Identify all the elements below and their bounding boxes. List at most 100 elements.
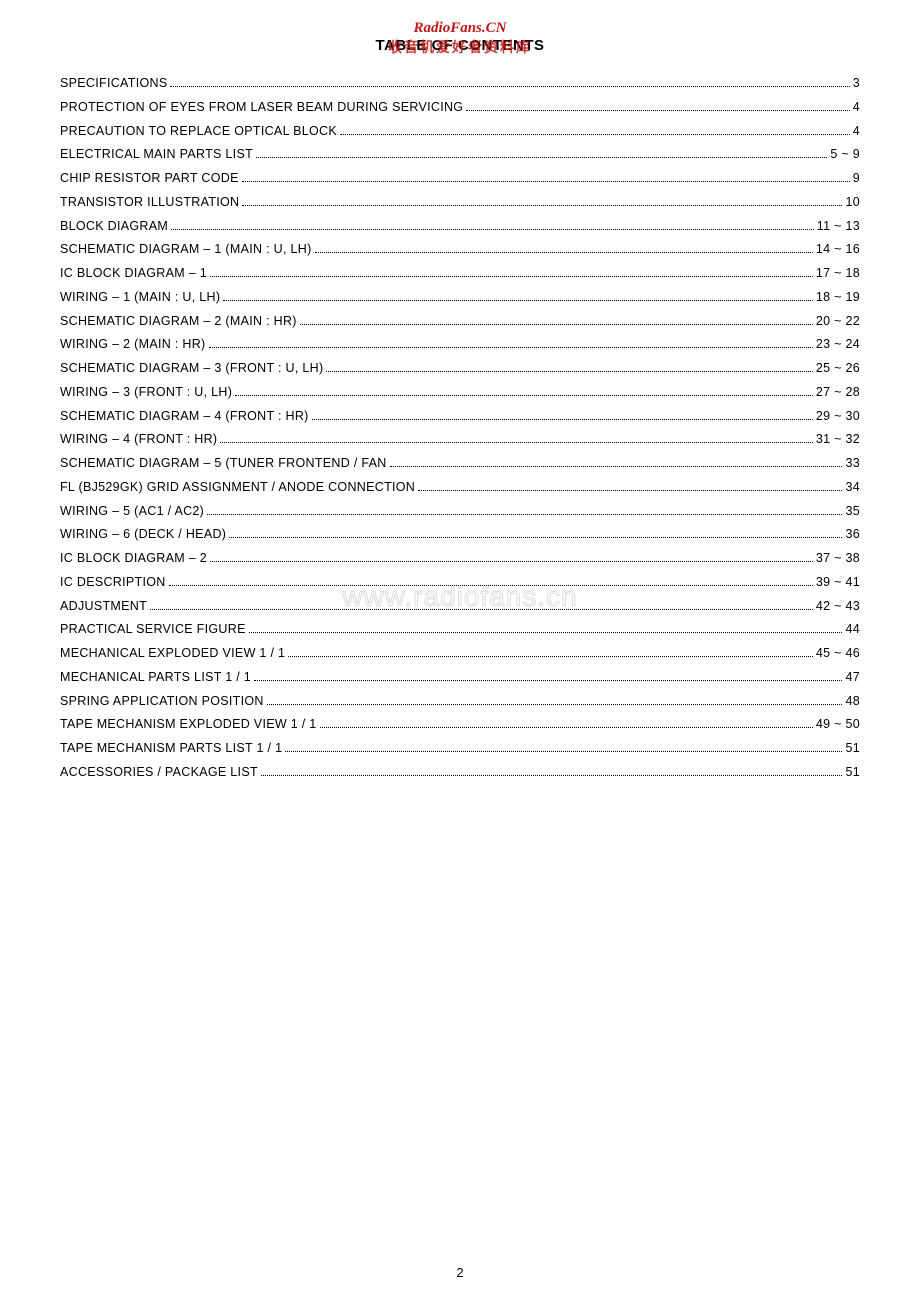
toc-leader-dots bbox=[418, 490, 842, 491]
toc-page: 33 bbox=[845, 452, 860, 476]
toc-label: TAPE MECHANISM EXPLODED VIEW 1 / 1 bbox=[60, 713, 317, 737]
toc-label: WIRING – 6 (DECK / HEAD) bbox=[60, 523, 226, 547]
toc-leader-dots bbox=[229, 537, 842, 538]
toc-row: ADJUSTMENT 42 ~ 43 bbox=[60, 595, 860, 619]
toc-leader-dots bbox=[242, 181, 850, 182]
toc-page: 18 ~ 19 bbox=[816, 286, 860, 310]
page-title: TABLE OF CONTENTS 收音机爱好者资料库 bbox=[60, 37, 860, 54]
toc-label: WIRING – 1 (MAIN : U, LH) bbox=[60, 286, 220, 310]
toc-label: PROTECTION OF EYES FROM LASER BEAM DURIN… bbox=[60, 96, 463, 120]
toc-row: TRANSISTOR ILLUSTRATION 10 bbox=[60, 191, 860, 215]
toc-row: FL (BJ529GK) GRID ASSIGNMENT / ANODE CON… bbox=[60, 476, 860, 500]
toc-row: BLOCK DIAGRAM 11 ~ 13 bbox=[60, 215, 860, 239]
toc-label: IC BLOCK DIAGRAM – 2 bbox=[60, 547, 207, 571]
toc-page: 42 ~ 43 bbox=[816, 595, 860, 619]
toc-leader-dots bbox=[320, 727, 813, 728]
toc-leader-dots bbox=[256, 157, 827, 158]
toc-row: IC BLOCK DIAGRAM – 2 37 ~ 38 bbox=[60, 547, 860, 571]
toc-row: TAPE MECHANISM EXPLODED VIEW 1 / 1 49 ~ 5… bbox=[60, 713, 860, 737]
toc-leader-dots bbox=[312, 419, 813, 420]
toc-leader-dots bbox=[288, 656, 813, 657]
toc-page: 4 bbox=[853, 96, 860, 120]
toc-leader-dots bbox=[267, 704, 843, 705]
title-overlay: 收音机爱好者资料库 bbox=[388, 37, 532, 57]
toc-page: 5 ~ 9 bbox=[830, 143, 860, 167]
toc-page: 17 ~ 18 bbox=[816, 262, 860, 286]
toc-leader-dots bbox=[220, 442, 812, 443]
toc-page: 4 bbox=[853, 120, 860, 144]
toc-label: SCHEMATIC DIAGRAM – 1 (MAIN : U, LH) bbox=[60, 238, 312, 262]
toc-row: ELECTRICAL MAIN PARTS LIST 5 ~ 9 bbox=[60, 143, 860, 167]
toc-row: PRACTICAL SERVICE FIGURE44 bbox=[60, 618, 860, 642]
toc-leader-dots bbox=[169, 585, 813, 586]
site-name: RadioFans.CN bbox=[60, 20, 860, 37]
toc-row: SCHEMATIC DIAGRAM – 1 (MAIN : U, LH) 14 ~… bbox=[60, 238, 860, 262]
toc-label: ELECTRICAL MAIN PARTS LIST bbox=[60, 143, 253, 167]
toc-label: WIRING – 5 (AC1 / AC2) bbox=[60, 500, 204, 524]
toc-label: SCHEMATIC DIAGRAM – 2 (MAIN : HR) bbox=[60, 310, 297, 334]
toc-page: 39 ~ 41 bbox=[816, 571, 860, 595]
toc-page: 51 bbox=[845, 761, 860, 785]
toc-row: PRECAUTION TO REPLACE OPTICAL BLOCK 4 bbox=[60, 120, 860, 144]
toc-label: PRACTICAL SERVICE FIGURE bbox=[60, 618, 246, 642]
toc-label: SCHEMATIC DIAGRAM – 5 (TUNER FRONTEND / … bbox=[60, 452, 387, 476]
toc-label: ADJUSTMENT bbox=[60, 595, 147, 619]
toc-label: SPRING APPLICATION POSITION bbox=[60, 690, 264, 714]
toc-page: 27 ~ 28 bbox=[816, 381, 860, 405]
table-of-contents: SPECIFICATIONS 3 PROTECTION OF EYES FROM L… bbox=[60, 72, 860, 785]
toc-leader-dots bbox=[223, 300, 813, 301]
toc-page: 37 ~ 38 bbox=[816, 547, 860, 571]
toc-row: WIRING – 6 (DECK / HEAD)36 bbox=[60, 523, 860, 547]
toc-label: ACCESSORIES / PACKAGE LIST bbox=[60, 761, 258, 785]
toc-leader-dots bbox=[210, 561, 813, 562]
toc-page: 20 ~ 22 bbox=[816, 310, 860, 334]
toc-label: FL (BJ529GK) GRID ASSIGNMENT / ANODE CON… bbox=[60, 476, 415, 500]
toc-page: 45 ~ 46 bbox=[816, 642, 860, 666]
toc-label: TAPE MECHANISM PARTS LIST 1 / 1 bbox=[60, 737, 282, 761]
toc-leader-dots bbox=[285, 751, 842, 752]
toc-row: TAPE MECHANISM PARTS LIST 1 / 1 51 bbox=[60, 737, 860, 761]
toc-leader-dots bbox=[300, 324, 813, 325]
toc-leader-dots bbox=[326, 371, 812, 372]
toc-label: IC BLOCK DIAGRAM – 1 bbox=[60, 262, 207, 286]
toc-label: WIRING – 4 (FRONT : HR) bbox=[60, 428, 217, 452]
toc-row: SCHEMATIC DIAGRAM – 5 (TUNER FRONTEND / … bbox=[60, 452, 860, 476]
toc-page: 10 bbox=[845, 191, 860, 215]
toc-label: PRECAUTION TO REPLACE OPTICAL BLOCK bbox=[60, 120, 337, 144]
toc-row: PROTECTION OF EYES FROM LASER BEAM DURIN… bbox=[60, 96, 860, 120]
toc-row: IC DESCRIPTION39 ~ 41 bbox=[60, 571, 860, 595]
toc-page: 23 ~ 24 bbox=[816, 333, 860, 357]
page-number: 2 bbox=[456, 1265, 463, 1280]
toc-page: 51 bbox=[845, 737, 860, 761]
toc-leader-dots bbox=[242, 205, 842, 206]
toc-label: BLOCK DIAGRAM bbox=[60, 215, 168, 239]
toc-row: WIRING – 5 (AC1 / AC2)35 bbox=[60, 500, 860, 524]
toc-row: MECHANICAL PARTS LIST 1 / 147 bbox=[60, 666, 860, 690]
toc-label: WIRING – 2 (MAIN : HR) bbox=[60, 333, 206, 357]
toc-label: SPECIFICATIONS bbox=[60, 72, 167, 96]
toc-row: WIRING – 2 (MAIN : HR) 23 ~ 24 bbox=[60, 333, 860, 357]
toc-page: 11 ~ 13 bbox=[817, 215, 860, 239]
toc-row: ACCESSORIES / PACKAGE LIST 51 bbox=[60, 761, 860, 785]
toc-row: SCHEMATIC DIAGRAM – 2 (MAIN : HR) 20 ~ 22 bbox=[60, 310, 860, 334]
toc-page: 49 ~ 50 bbox=[816, 713, 860, 737]
toc-page: 29 ~ 30 bbox=[816, 405, 860, 429]
toc-page: 3 bbox=[853, 72, 860, 96]
toc-leader-dots bbox=[171, 229, 814, 230]
toc-leader-dots bbox=[466, 110, 849, 111]
toc-label: SCHEMATIC DIAGRAM – 3 (FRONT : U, LH) bbox=[60, 357, 323, 381]
toc-page: 47 bbox=[845, 666, 860, 690]
toc-leader-dots bbox=[340, 134, 850, 135]
toc-label: WIRING – 3 (FRONT : U, LH) bbox=[60, 381, 232, 405]
toc-leader-dots bbox=[390, 466, 843, 467]
toc-row: CHIP RESISTOR PART CODE 9 bbox=[60, 167, 860, 191]
document-header: RadioFans.CN TABLE OF CONTENTS 收音机爱好者资料库 bbox=[60, 20, 860, 54]
toc-page: 14 ~ 16 bbox=[816, 238, 860, 262]
toc-leader-dots bbox=[235, 395, 813, 396]
toc-leader-dots bbox=[254, 680, 842, 681]
toc-leader-dots bbox=[209, 347, 813, 348]
toc-label: TRANSISTOR ILLUSTRATION bbox=[60, 191, 239, 215]
toc-row: SPECIFICATIONS 3 bbox=[60, 72, 860, 96]
toc-page: 9 bbox=[853, 167, 860, 191]
toc-label: CHIP RESISTOR PART CODE bbox=[60, 167, 239, 191]
